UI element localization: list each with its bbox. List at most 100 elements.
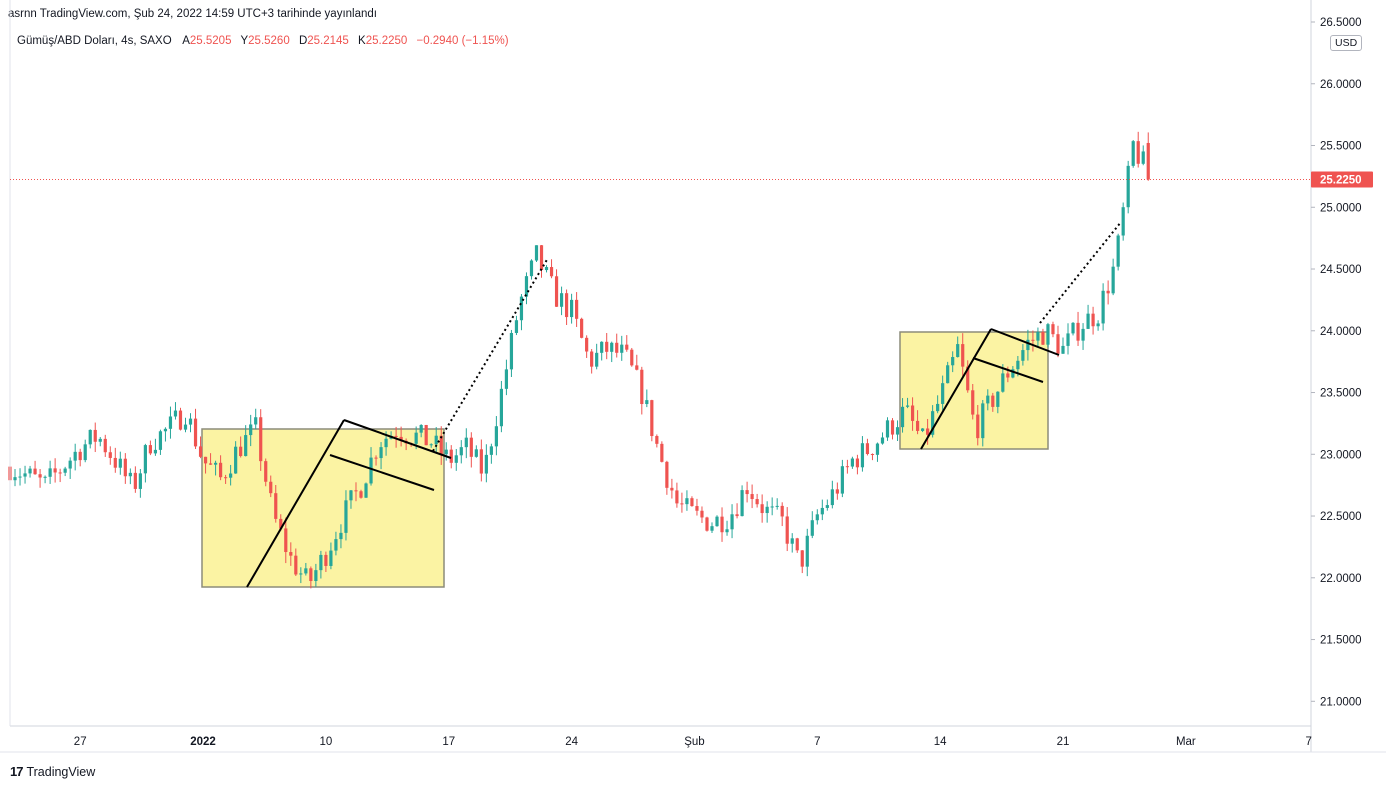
candle-body bbox=[650, 400, 654, 437]
candle-body bbox=[680, 503, 684, 505]
tradingview-brand: TradingView bbox=[26, 764, 96, 779]
candle-body bbox=[590, 351, 594, 367]
tradingview-logo-icon: 17 bbox=[10, 764, 24, 779]
price-tick-label: 25.5000 bbox=[1320, 141, 1362, 153]
price-tick-label: 21.0000 bbox=[1320, 696, 1362, 708]
candle-body bbox=[544, 267, 549, 271]
candle-body bbox=[1116, 235, 1120, 267]
projection-line-january bbox=[432, 257, 549, 452]
symbol-name[interactable]: Gümüş/ABD Doları, 4s, SAXO bbox=[17, 35, 172, 47]
candle-body bbox=[424, 424, 428, 446]
candle-body bbox=[148, 445, 152, 454]
candle-body bbox=[805, 535, 809, 567]
flag-upper-line-february bbox=[990, 328, 1060, 356]
candle-body bbox=[1081, 328, 1085, 341]
price-tick-label: 23.5000 bbox=[1320, 388, 1362, 400]
candle-body bbox=[269, 481, 273, 494]
candle-body bbox=[294, 555, 298, 575]
price-tick-label: 26.5000 bbox=[1320, 17, 1362, 29]
candle-body bbox=[539, 245, 544, 271]
candle-body bbox=[870, 454, 875, 456]
candle-body bbox=[138, 473, 142, 489]
candle-body bbox=[625, 344, 629, 350]
candle-body bbox=[63, 468, 67, 473]
candle-body bbox=[1031, 339, 1035, 341]
candle-body bbox=[720, 516, 724, 533]
candle-body bbox=[1036, 332, 1040, 341]
candle-body bbox=[13, 477, 17, 481]
candle-body bbox=[905, 405, 910, 407]
candle-body bbox=[840, 466, 844, 494]
candle-body bbox=[1136, 141, 1140, 164]
candle-body bbox=[339, 532, 343, 540]
time-tick-label: 2022 bbox=[190, 736, 216, 748]
candle-body bbox=[715, 516, 719, 527]
candle-body bbox=[1066, 333, 1070, 346]
candle-body bbox=[78, 451, 82, 461]
candle-body bbox=[660, 443, 664, 462]
tradingview-logo[interactable]: 17 TradingView bbox=[10, 764, 95, 779]
candle-body bbox=[1106, 290, 1110, 294]
candle-body bbox=[1141, 151, 1145, 164]
candle-body bbox=[564, 293, 569, 318]
candle-body bbox=[88, 429, 92, 445]
candle-body bbox=[489, 446, 493, 455]
candle-body bbox=[640, 369, 644, 405]
candle-body bbox=[941, 383, 945, 404]
time-tick-label: 17 bbox=[442, 736, 455, 748]
time-tick-label: Şub bbox=[684, 736, 704, 748]
price-tick-label: 24.5000 bbox=[1320, 264, 1362, 276]
candle-body bbox=[299, 573, 303, 575]
candle-body bbox=[820, 507, 824, 515]
candle-body bbox=[304, 568, 308, 574]
candle-body bbox=[595, 352, 599, 367]
trend-lines bbox=[246, 221, 1122, 588]
candle-body bbox=[946, 365, 950, 384]
candle-body bbox=[319, 554, 323, 571]
candle-body bbox=[419, 424, 423, 433]
candle-body bbox=[825, 505, 829, 508]
candle-body bbox=[1111, 266, 1115, 294]
candle-body bbox=[153, 449, 158, 454]
candle-body bbox=[986, 395, 990, 404]
candle-body bbox=[1126, 165, 1130, 208]
candle-body bbox=[504, 369, 509, 389]
currency-badge[interactable]: USD bbox=[1330, 35, 1363, 51]
candle-body bbox=[203, 456, 208, 464]
candle-body bbox=[549, 267, 554, 277]
candle-body bbox=[28, 468, 32, 474]
price-tick-label: 21.5000 bbox=[1320, 635, 1362, 647]
published-info: asrnn TradingView.com, Şub 24, 2022 14:5… bbox=[8, 8, 377, 20]
candle-body bbox=[224, 477, 228, 479]
candle-body bbox=[429, 444, 433, 446]
candle-body bbox=[53, 468, 57, 473]
candle-body bbox=[284, 528, 288, 553]
time-tick-label: 14 bbox=[934, 736, 947, 748]
candle-body bbox=[991, 395, 995, 407]
candle-body bbox=[830, 489, 834, 506]
candle-body bbox=[790, 538, 794, 544]
candle-body bbox=[163, 428, 168, 432]
high-value: 25.5260 bbox=[248, 35, 290, 47]
candle-body bbox=[730, 514, 734, 530]
candle-body bbox=[469, 437, 473, 457]
last-price-label: 25.2250 bbox=[1320, 174, 1362, 186]
candle-body bbox=[580, 318, 584, 338]
candle-body bbox=[780, 505, 784, 517]
price-tick-label: 22.0000 bbox=[1320, 573, 1362, 585]
candle-body bbox=[183, 424, 188, 430]
candle-body bbox=[213, 462, 218, 465]
candle-body bbox=[725, 529, 729, 533]
price-tick-label: 23.0000 bbox=[1320, 449, 1362, 461]
candle-body bbox=[705, 517, 709, 531]
candle-body bbox=[665, 461, 669, 488]
candle-body bbox=[760, 504, 764, 514]
candle-body bbox=[494, 426, 498, 447]
last-price-badge bbox=[1311, 171, 1373, 188]
candle-body bbox=[83, 444, 87, 461]
candle-body bbox=[329, 550, 333, 566]
candle-body bbox=[239, 446, 243, 457]
candle-body bbox=[915, 420, 920, 431]
candle-body bbox=[1086, 313, 1090, 329]
